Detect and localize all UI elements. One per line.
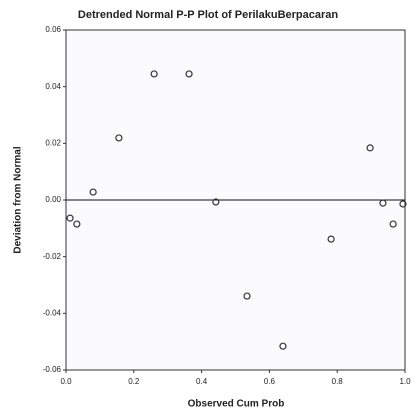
y-tick-label: -0.04 [43, 308, 62, 317]
x-tick-label: 1.0 [399, 377, 411, 386]
point [379, 199, 387, 207]
y-tick-label: -0.06 [43, 365, 62, 374]
point [73, 220, 81, 228]
point [399, 200, 407, 208]
x-tick-label: 0.0 [60, 377, 72, 386]
x-tick-label: 0.8 [332, 377, 344, 386]
point [279, 342, 287, 350]
x-tick-label: 0.6 [264, 377, 276, 386]
chart-title: Detrended Normal P-P Plot of PerilakuBer… [78, 9, 338, 21]
point [185, 70, 193, 78]
y-axis-title: Deviation from Normal [13, 146, 24, 253]
point [66, 214, 74, 222]
point [327, 235, 335, 243]
y-tick-label: 0.06 [45, 25, 61, 34]
point [366, 144, 374, 152]
point [89, 188, 97, 196]
point [212, 198, 220, 206]
point [150, 70, 158, 78]
y-tick-label: 0.00 [45, 195, 61, 204]
point [115, 134, 123, 142]
point [243, 292, 251, 300]
x-tick-label: 0.4 [196, 377, 208, 386]
y-tick-label: 0.02 [45, 138, 61, 147]
y-tick-label: 0.04 [45, 82, 61, 91]
point [389, 220, 397, 228]
x-axis-title: Observed Cum Prob [188, 399, 285, 410]
x-tick-label: 0.2 [128, 377, 140, 386]
y-tick-label: -0.02 [43, 252, 62, 261]
